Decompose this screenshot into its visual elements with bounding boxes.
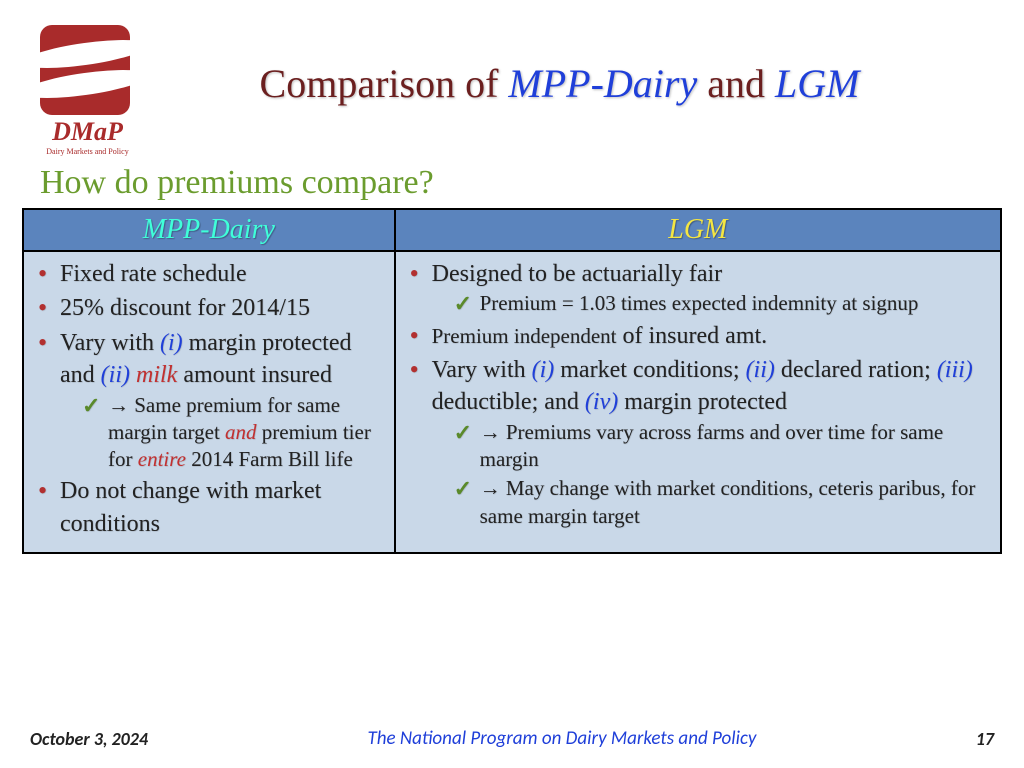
lgm-bullet-2: Premium independent of insured amt. <box>410 320 990 352</box>
mpp-sub-1: → Same premium for same margin target an… <box>82 392 384 474</box>
footer-page: 17 <box>976 728 994 750</box>
cell-lgm: Designed to be actuarially fair Premium … <box>395 251 1001 553</box>
header-mpp: MPP-Dairy <box>23 209 395 251</box>
lgm-sub-3: → May change with market conditions, cet… <box>454 475 990 530</box>
footer: October 3, 2024 The National Program on … <box>0 727 1024 750</box>
header-row: DMaP Dairy Markets and Policy Comparison… <box>0 0 1024 156</box>
mpp-bullet-2: 25% discount for 2014/15 <box>38 292 384 324</box>
mpp-bullet-3: Vary with (i) margin protected and (ii) … <box>38 327 384 474</box>
lgm-bullet-3: Vary with (i) market conditions; (ii) de… <box>410 354 990 530</box>
title-part3: and <box>697 61 775 106</box>
footer-date: October 3, 2024 <box>30 728 148 750</box>
comparison-table-wrap: MPP-Dairy LGM Fixed rate schedule 25% di… <box>0 208 1024 554</box>
lgm-bullet-1: Designed to be actuarially fair Premium … <box>410 258 990 318</box>
logo-mark <box>40 25 130 115</box>
comparison-table: MPP-Dairy LGM Fixed rate schedule 25% di… <box>22 208 1002 554</box>
footer-program: The National Program on Dairy Markets an… <box>367 727 756 750</box>
logo-subtitle: Dairy Markets and Policy <box>40 147 135 156</box>
mpp-bullet-4: Do not change with market conditions <box>38 475 384 540</box>
lgm-sub-2: → Premiums vary across farms and over ti… <box>454 419 990 474</box>
table-header-row: MPP-Dairy LGM <box>23 209 1001 251</box>
title-part2: MPP-Dairy <box>508 61 697 106</box>
header-lgm: LGM <box>395 209 1001 251</box>
title-part1: Comparison of <box>260 61 509 106</box>
slide-subtitle: How do premiums compare? <box>0 156 1024 208</box>
title-part4: LGM <box>775 61 859 106</box>
mpp-bullet-1: Fixed rate schedule <box>38 258 384 290</box>
table-body-row: Fixed rate schedule 25% discount for 201… <box>23 251 1001 553</box>
logo: DMaP Dairy Markets and Policy <box>40 25 135 156</box>
slide-title: Comparison of MPP-Dairy and LGM <box>135 25 984 107</box>
logo-brand: DMaP <box>40 117 135 147</box>
cell-mpp: Fixed rate schedule 25% discount for 201… <box>23 251 395 553</box>
lgm-sub-1: Premium = 1.03 times expected indemnity … <box>454 290 990 317</box>
